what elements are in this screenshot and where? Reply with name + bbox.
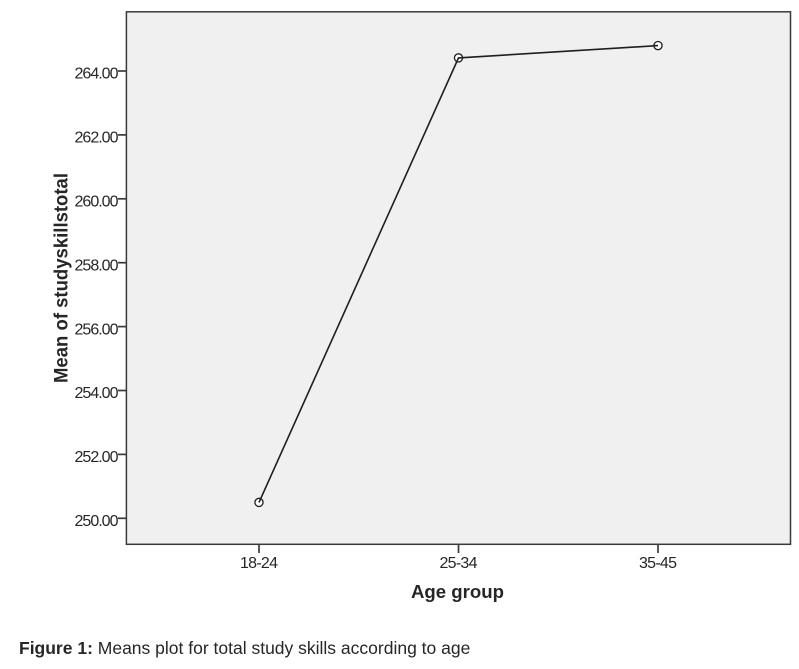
svg-text:262.00: 262.00 — [75, 130, 119, 147]
svg-text:25-34: 25-34 — [440, 555, 478, 572]
svg-text:264.00: 264.00 — [75, 66, 119, 83]
svg-text:260.00: 260.00 — [75, 194, 119, 211]
svg-text:258.00: 258.00 — [75, 257, 119, 274]
svg-text:Figure 1: Means plot for total: Figure 1: Means plot for total study ski… — [19, 638, 470, 658]
svg-text:254.00: 254.00 — [75, 385, 119, 402]
svg-text:18-24: 18-24 — [240, 555, 278, 572]
svg-text:252.00: 252.00 — [75, 449, 119, 466]
svg-text:Mean of studyskillstotal: Mean of studyskillstotal — [51, 173, 73, 383]
svg-text:35-45: 35-45 — [639, 555, 677, 572]
svg-text:Age group: Age group — [411, 581, 504, 602]
svg-text:256.00: 256.00 — [75, 321, 119, 338]
svg-text:250.00: 250.00 — [75, 513, 119, 530]
